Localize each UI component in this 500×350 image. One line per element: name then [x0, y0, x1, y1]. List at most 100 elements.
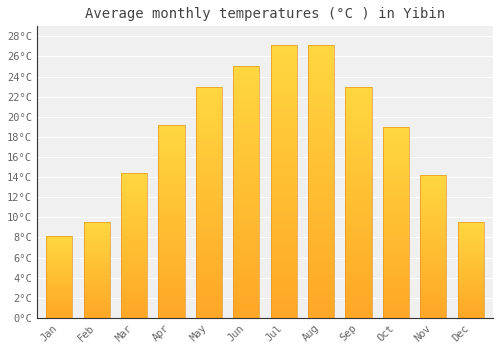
Bar — [46, 276, 72, 277]
Bar — [233, 137, 260, 139]
Bar — [158, 156, 184, 158]
Bar — [158, 227, 184, 229]
Bar — [121, 315, 147, 316]
Bar — [458, 300, 483, 301]
Bar — [121, 272, 147, 273]
Bar — [121, 241, 147, 243]
Bar — [382, 268, 409, 270]
Bar — [270, 198, 296, 201]
Bar — [308, 201, 334, 203]
Bar — [382, 270, 409, 272]
Bar — [420, 222, 446, 224]
Bar — [196, 253, 222, 255]
Bar — [46, 310, 72, 312]
Bar — [346, 86, 372, 318]
Bar — [196, 306, 222, 309]
Bar — [270, 100, 296, 103]
Bar — [308, 154, 334, 157]
Bar — [308, 103, 334, 105]
Bar — [233, 104, 260, 107]
Bar — [196, 168, 222, 170]
Bar — [382, 220, 409, 222]
Bar — [382, 306, 409, 308]
Bar — [308, 288, 334, 290]
Bar — [121, 179, 147, 180]
Bar — [158, 169, 184, 171]
Bar — [233, 222, 260, 225]
Bar — [382, 217, 409, 218]
Bar — [420, 184, 446, 185]
Bar — [196, 156, 222, 158]
Bar — [46, 245, 72, 246]
Bar — [158, 219, 184, 221]
Bar — [458, 253, 483, 254]
Bar — [346, 232, 372, 234]
Bar — [233, 290, 260, 293]
Bar — [158, 187, 184, 189]
Bar — [420, 276, 446, 278]
Bar — [346, 216, 372, 218]
Bar — [270, 293, 296, 296]
Bar — [458, 239, 483, 240]
Bar — [158, 198, 184, 200]
Bar — [121, 177, 147, 179]
Bar — [196, 145, 222, 147]
Bar — [382, 239, 409, 241]
Bar — [233, 167, 260, 169]
Bar — [458, 297, 483, 298]
Bar — [458, 265, 483, 266]
Bar — [233, 99, 260, 102]
Bar — [121, 214, 147, 215]
Bar — [84, 229, 110, 230]
Bar — [346, 110, 372, 112]
Bar — [121, 175, 147, 176]
Bar — [121, 270, 147, 272]
Bar — [382, 289, 409, 291]
Bar — [84, 255, 110, 256]
Bar — [233, 275, 260, 278]
Bar — [346, 234, 372, 237]
Bar — [420, 182, 446, 184]
Bar — [270, 111, 296, 113]
Bar — [84, 253, 110, 254]
Bar — [346, 211, 372, 214]
Bar — [420, 264, 446, 265]
Bar — [346, 184, 372, 186]
Bar — [382, 184, 409, 186]
Bar — [233, 235, 260, 237]
Bar — [121, 221, 147, 222]
Bar — [382, 262, 409, 264]
Bar — [308, 94, 334, 97]
Bar — [308, 62, 334, 64]
Bar — [308, 64, 334, 67]
Bar — [270, 46, 296, 318]
Bar — [121, 260, 147, 261]
Bar — [84, 272, 110, 273]
Bar — [420, 214, 446, 215]
Bar — [121, 266, 147, 267]
Bar — [121, 231, 147, 232]
Bar — [84, 223, 110, 224]
Bar — [458, 289, 483, 290]
Bar — [121, 209, 147, 211]
Bar — [308, 70, 334, 73]
Bar — [420, 235, 446, 237]
Bar — [84, 270, 110, 271]
Bar — [196, 140, 222, 142]
Bar — [158, 196, 184, 198]
Bar — [196, 198, 222, 200]
Bar — [158, 225, 184, 227]
Bar — [84, 277, 110, 278]
Bar — [308, 165, 334, 168]
Bar — [158, 268, 184, 270]
Bar — [308, 111, 334, 113]
Bar — [346, 223, 372, 225]
Bar — [420, 238, 446, 239]
Bar — [196, 126, 222, 128]
Bar — [420, 281, 446, 282]
Bar — [458, 273, 483, 274]
Bar — [346, 290, 372, 293]
Bar — [420, 284, 446, 285]
Bar — [270, 160, 296, 162]
Bar — [346, 281, 372, 283]
